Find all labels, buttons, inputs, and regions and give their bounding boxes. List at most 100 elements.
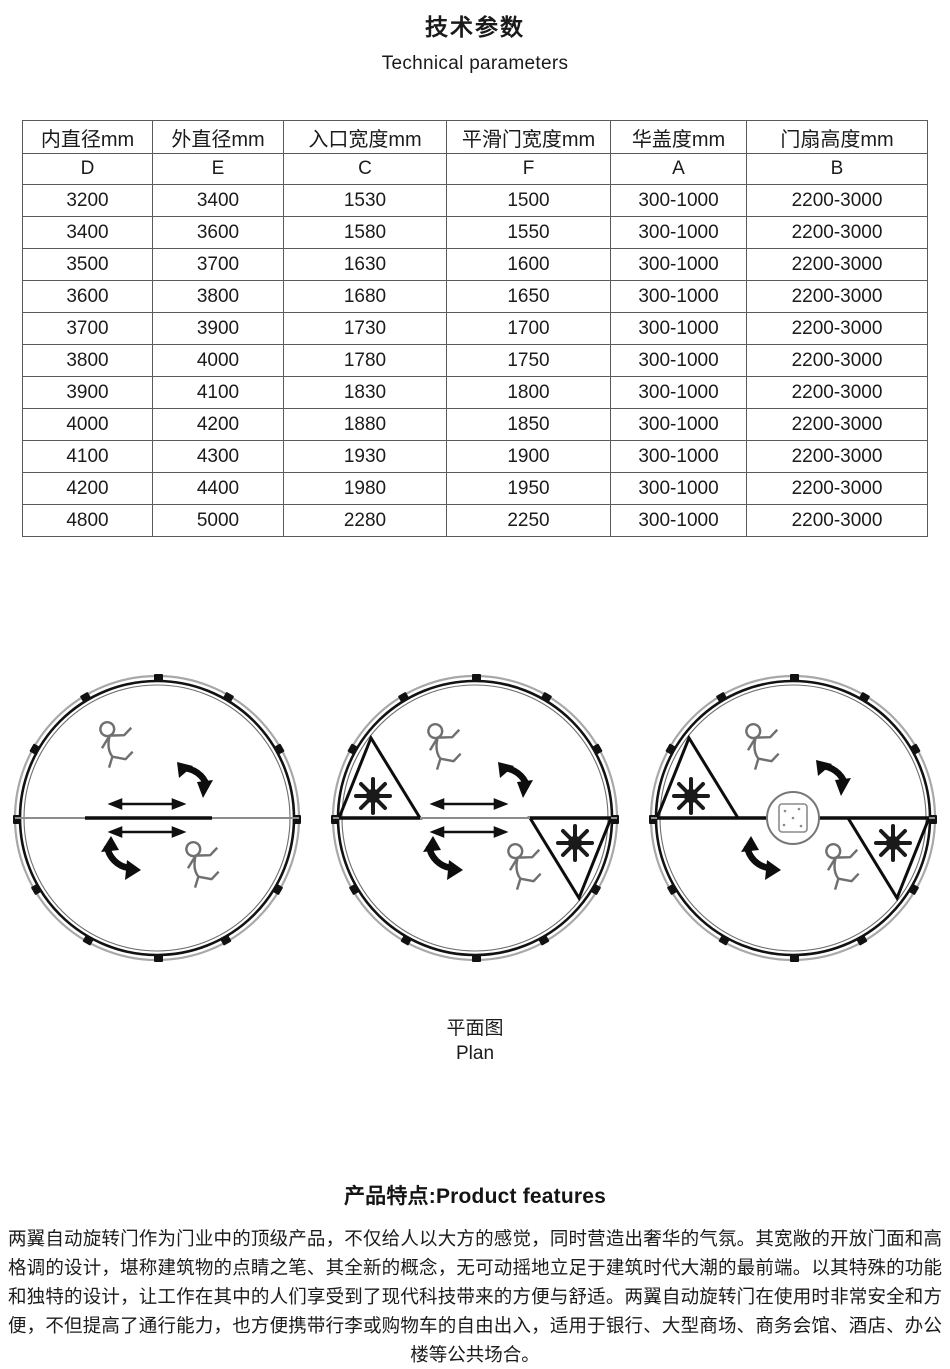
plan-diagram-2 [331, 674, 619, 962]
person-icon-lower-1 [185, 841, 220, 889]
table-cell: 1700 [446, 312, 611, 345]
table-row: 3900 4100 1830 1800 300-1000 2200-3000 [22, 376, 928, 409]
table-cell: 2200-3000 [746, 216, 928, 249]
table-row: 3800 4000 1780 1750 300-1000 2200-3000 [22, 344, 928, 377]
technical-parameters-table: 内直径mm 外直径mm 入口宽度mm 平滑门宽度mm 华盖度mm 门扇高度mm … [22, 120, 928, 537]
table-row: 3600 3800 1680 1650 300-1000 2200-3000 [22, 280, 928, 313]
rotation-arrow-lower-1 [101, 836, 141, 880]
table-cell: 300-1000 [610, 440, 747, 473]
table-row: 3400 3600 1580 1550 300-1000 2200-3000 [22, 216, 928, 249]
plant-icon-left-2 [354, 777, 392, 815]
table-cell: 4100 [152, 376, 284, 409]
plan-diagrams [0, 658, 950, 978]
column-header-outer-diameter: 外直径mm [152, 120, 284, 154]
rotation-arrow-upper-3 [816, 760, 851, 796]
table-cell: 300-1000 [610, 184, 747, 217]
column-code-f: F [446, 153, 611, 185]
table-cell: 3700 [152, 248, 284, 281]
table-cell: 300-1000 [610, 280, 747, 313]
table-cell: 4300 [152, 440, 284, 473]
table-body: 3200 3400 1530 1500 300-1000 2200-3000 3400 360… [22, 184, 928, 537]
table-row: 4000 4200 1880 1850 300-1000 2200-3000 [22, 408, 928, 441]
plan-diagram-3 [649, 674, 937, 962]
table-cell: 1980 [283, 472, 447, 505]
table-cell: 5000 [152, 504, 284, 537]
table-cell: 1900 [446, 440, 611, 473]
table-cell: 1630 [283, 248, 447, 281]
table-cell: 3200 [22, 184, 153, 217]
table-row: 4100 4300 1930 1900 300-1000 2200-3000 [22, 440, 928, 473]
table-cell: 1850 [446, 408, 611, 441]
table-cell: 1530 [283, 184, 447, 217]
center-hub-3 [766, 791, 820, 845]
table-row: 3700 3900 1730 1700 300-1000 2200-3000 [22, 312, 928, 345]
table-header-row-zh: 内直径mm 外直径mm 入口宽度mm 平滑门宽度mm 华盖度mm 门扇高度mm [22, 120, 928, 154]
table-cell: 2200-3000 [746, 312, 928, 345]
plant-icon-right-3 [874, 824, 912, 862]
table-cell: 2200-3000 [746, 280, 928, 313]
table-cell: 300-1000 [610, 312, 747, 345]
column-code-c: C [283, 153, 447, 185]
table-cell: 2280 [283, 504, 447, 537]
table-cell: 1650 [446, 280, 611, 313]
column-code-e: E [152, 153, 284, 185]
column-code-b: B [746, 153, 928, 185]
ring-segment-ticks-3 [649, 674, 937, 962]
ring-segment-ticks-1 [13, 674, 301, 962]
table-cell: 3700 [22, 312, 153, 345]
table-cell: 300-1000 [610, 376, 747, 409]
table-cell: 2200-3000 [746, 504, 928, 537]
table-cell: 1830 [283, 376, 447, 409]
flow-arrows-1 [107, 798, 187, 838]
table-cell: 1950 [446, 472, 611, 505]
column-code-a: A [610, 153, 747, 185]
person-icon-lower-3 [825, 843, 860, 891]
table-cell: 2200-3000 [746, 344, 928, 377]
plan-caption: 平面图 Plan [0, 1013, 950, 1065]
flow-arrows-2 [429, 798, 509, 838]
column-header-door-leaf-height: 门扇高度mm [746, 120, 928, 154]
column-header-entrance-width: 入口宽度mm [283, 120, 447, 154]
table-cell: 300-1000 [610, 216, 747, 249]
column-header-sliding-door-width: 平滑门宽度mm [446, 120, 611, 154]
table-row: 4200 4400 1980 1950 300-1000 2200-3000 [22, 472, 928, 505]
table-cell: 2200-3000 [746, 376, 928, 409]
table-cell: 4000 [152, 344, 284, 377]
person-icon-lower-2 [507, 843, 542, 891]
rotation-arrow-upper-2 [498, 762, 533, 798]
table-cell: 1550 [446, 216, 611, 249]
rotation-arrow-lower-3 [741, 836, 781, 880]
rotation-arrow-lower-2 [423, 836, 463, 880]
table-cell: 1800 [446, 376, 611, 409]
table-cell: 3600 [22, 280, 153, 313]
spec-table-container: 内直径mm 外直径mm 入口宽度mm 平滑门宽度mm 华盖度mm 门扇高度mm … [22, 120, 928, 537]
table-cell: 300-1000 [610, 408, 747, 441]
table-cell: 300-1000 [610, 248, 747, 281]
plan-caption-zh: 平面图 [446, 1018, 504, 1039]
table-cell: 1730 [283, 312, 447, 345]
table-cell: 3800 [22, 344, 153, 377]
plan-diagram-1 [13, 674, 301, 962]
person-icon-upper-1 [99, 721, 134, 769]
product-features-body: 两翼自动旋转门作为门业中的顶级产品，不仅给人以大方的感觉，同时营造出奢华的气氛。… [8, 1228, 942, 1365]
table-cell: 2200-3000 [746, 408, 928, 441]
product-features-heading: 产品特点:Product features [343, 1185, 607, 1208]
table-cell: 4200 [152, 408, 284, 441]
table-row: 3200 3400 1530 1500 300-1000 2200-3000 [22, 184, 928, 217]
column-header-inner-diameter: 内直径mm [22, 120, 153, 154]
person-icon-upper-3 [745, 723, 780, 771]
table-cell: 300-1000 [610, 472, 747, 505]
table-cell: 4100 [22, 440, 153, 473]
table-cell: 2250 [446, 504, 611, 537]
table-cell: 3500 [22, 248, 153, 281]
plant-icon-right-2 [556, 824, 594, 862]
table-cell: 3800 [152, 280, 284, 313]
table-cell: 300-1000 [610, 504, 747, 537]
plant-icon-left-3 [672, 777, 710, 815]
ring-segment-ticks-2 [331, 674, 619, 962]
table-cell: 4200 [22, 472, 153, 505]
rotation-arrow-upper-1 [177, 762, 213, 798]
table-cell: 4400 [152, 472, 284, 505]
table-cell: 4800 [22, 504, 153, 537]
table-cell: 3900 [22, 376, 153, 409]
